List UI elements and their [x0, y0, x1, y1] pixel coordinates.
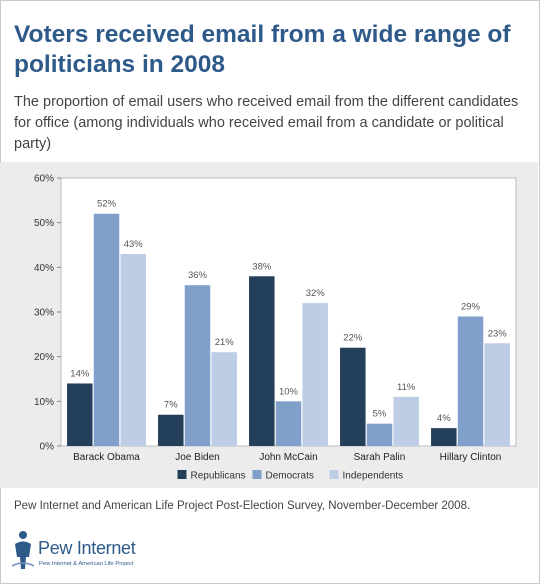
legend-swatch [252, 470, 262, 479]
bar [93, 213, 120, 446]
bar [275, 401, 302, 446]
bar [340, 347, 366, 446]
chart-panel: 0% 10% 20% 30% 40% 50% 60% 14% 52% 43% Barack Obam… [0, 162, 538, 488]
logo-wordmark: Pew Internet [38, 538, 136, 559]
bar-value-label: 10% [279, 386, 299, 397]
category-label: Barack Obama [73, 452, 140, 463]
y-tick-label: 40% [34, 263, 54, 274]
bar-value-label: 22% [343, 333, 363, 344]
chart-subtitle: The proportion of email users who receiv… [14, 94, 519, 152]
bar-value-label: 11% [397, 382, 416, 393]
bar [120, 253, 146, 446]
bar [457, 316, 484, 446]
bar [366, 423, 393, 446]
legend-label: Democrats [266, 471, 314, 482]
bar-value-label: 23% [488, 328, 508, 339]
bar [484, 343, 510, 446]
bar-value-label: 38% [252, 261, 272, 272]
legend-label: Independents [343, 471, 404, 482]
pew-internet-logo: Pew Internet Pew Internet & American Lif… [12, 530, 212, 576]
bar-value-label: 52% [97, 199, 117, 210]
bar-value-label: 7% [164, 400, 178, 411]
bar-value-label: 5% [373, 409, 387, 420]
bar [249, 276, 275, 446]
y-tick-label: 10% [34, 397, 54, 408]
legend-swatch [329, 470, 339, 479]
bar [302, 303, 328, 446]
bar-value-label: 4% [437, 413, 451, 424]
legend-label: Republicans [191, 471, 246, 482]
bar-value-label: 32% [306, 288, 326, 299]
category-label: Hillary Clinton [440, 452, 502, 463]
bar [211, 352, 237, 446]
bar-chart: 0% 10% 20% 30% 40% 50% 60% 14% 52% 43% Barack Obam… [34, 174, 517, 482]
bar [431, 428, 457, 446]
y-tick-label: 60% [34, 174, 54, 185]
source-footnote: Pew Internet and American Life Project P… [14, 500, 471, 512]
bar-value-label: 36% [188, 270, 208, 281]
y-tick-label: 50% [34, 218, 54, 229]
bar [393, 396, 419, 446]
pew-person-icon [12, 531, 34, 569]
logo-word-internet: Internet [76, 538, 136, 558]
bar-value-label: 14% [70, 368, 90, 379]
bar-value-label: 29% [461, 301, 481, 312]
bar [67, 383, 93, 446]
y-tick-label: 20% [34, 352, 54, 363]
bar [184, 285, 211, 446]
y-tick-label: 30% [34, 308, 54, 319]
y-tick-label: 0% [40, 442, 55, 453]
bar-value-label: 43% [124, 239, 144, 250]
logo-word-pew: Pew [38, 538, 73, 558]
bar [158, 414, 184, 446]
chart-title: Voters received email from a wide range … [14, 21, 511, 78]
category-label: Sarah Palin [354, 452, 406, 463]
logo-tagline: Pew Internet & American Life Project [39, 561, 134, 567]
legend-swatch [177, 470, 187, 479]
category-label: Joe Biden [175, 452, 219, 463]
bar-value-label: 21% [215, 337, 235, 348]
category-label: John McCain [259, 452, 317, 463]
